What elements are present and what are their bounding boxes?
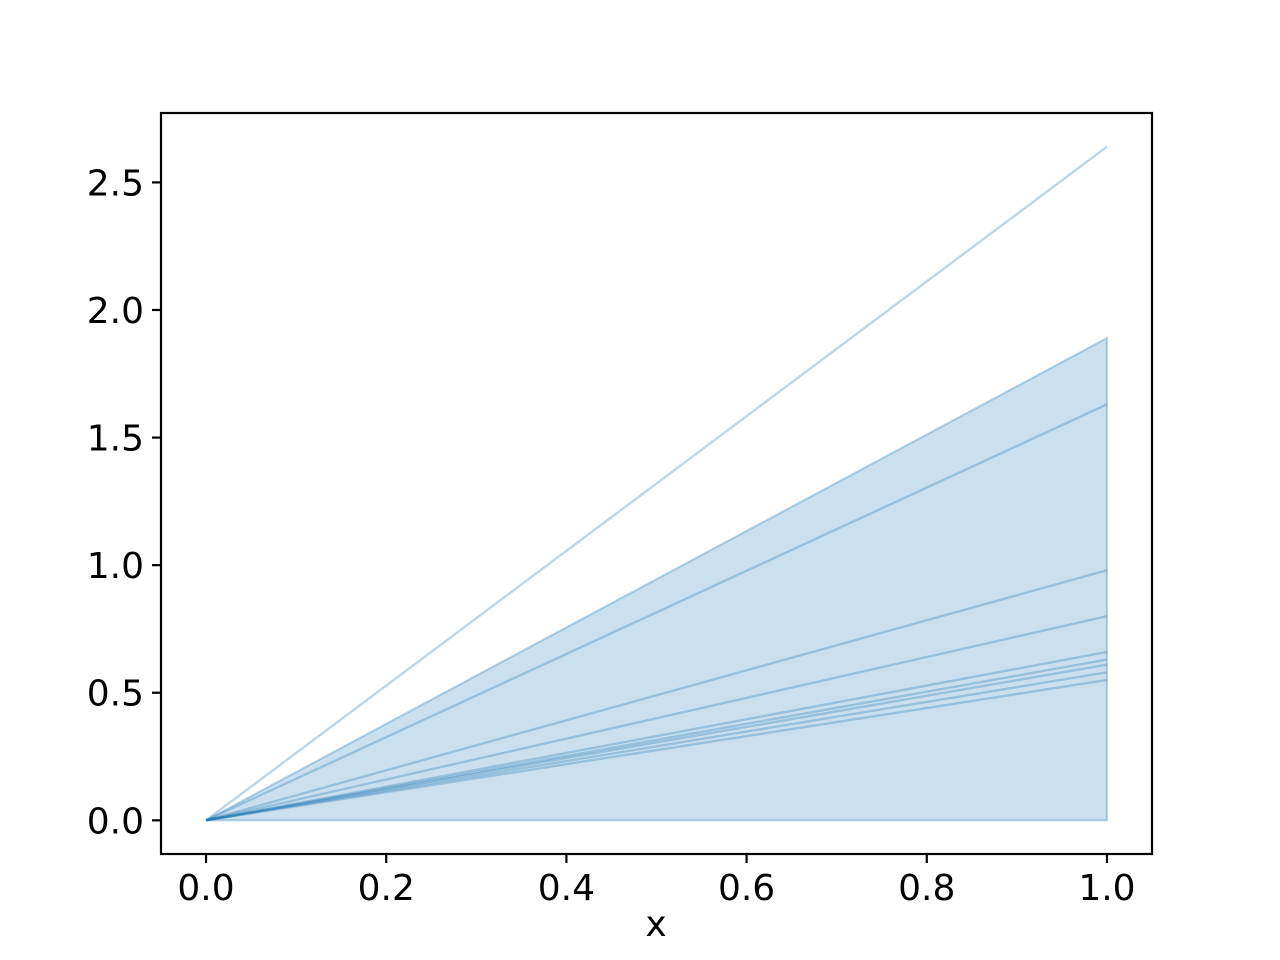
sample-line-3 xyxy=(205,569,1108,822)
sample-line-4 xyxy=(205,615,1108,822)
y-tick-label: 1.0 xyxy=(87,546,144,587)
y-tick-label: 2.5 xyxy=(87,163,144,204)
x-tick-label: 0.8 xyxy=(898,868,955,909)
y-tick-label: 0.5 xyxy=(87,674,144,715)
sample-line-1 xyxy=(205,145,1108,822)
uncertainty-band xyxy=(205,336,1109,822)
sample-line-6 xyxy=(205,658,1108,822)
sample-line-2 xyxy=(205,403,1108,822)
axes-layer xyxy=(159,111,1154,856)
sample-line-8 xyxy=(205,671,1108,822)
line-series-layer xyxy=(205,145,1108,822)
sample-line-5 xyxy=(205,650,1108,822)
x-tick-label: 0.0 xyxy=(177,868,234,909)
tick-layer: 0.0 0.2 0.4 0.6 0.8 1.0 0.0 0.5 1.0 1.5 2.0 2.5 xyxy=(87,163,1136,909)
axes-spines xyxy=(159,111,1154,856)
y-tick-label: 2.0 xyxy=(87,291,144,332)
x-tick-label: 1.0 xyxy=(1078,868,1135,909)
y-tick-label: 0.0 xyxy=(87,801,144,842)
x-tick-label: 0.2 xyxy=(358,868,415,909)
sample-line-9 xyxy=(205,678,1108,822)
x-axis-label: x xyxy=(645,904,666,945)
x-tick-label: 0.4 xyxy=(538,868,595,909)
sample-line-7 xyxy=(205,663,1108,822)
x-tick-label: 0.6 xyxy=(718,868,775,909)
band-layer xyxy=(205,336,1109,822)
y-tick-label: 1.5 xyxy=(87,419,144,460)
